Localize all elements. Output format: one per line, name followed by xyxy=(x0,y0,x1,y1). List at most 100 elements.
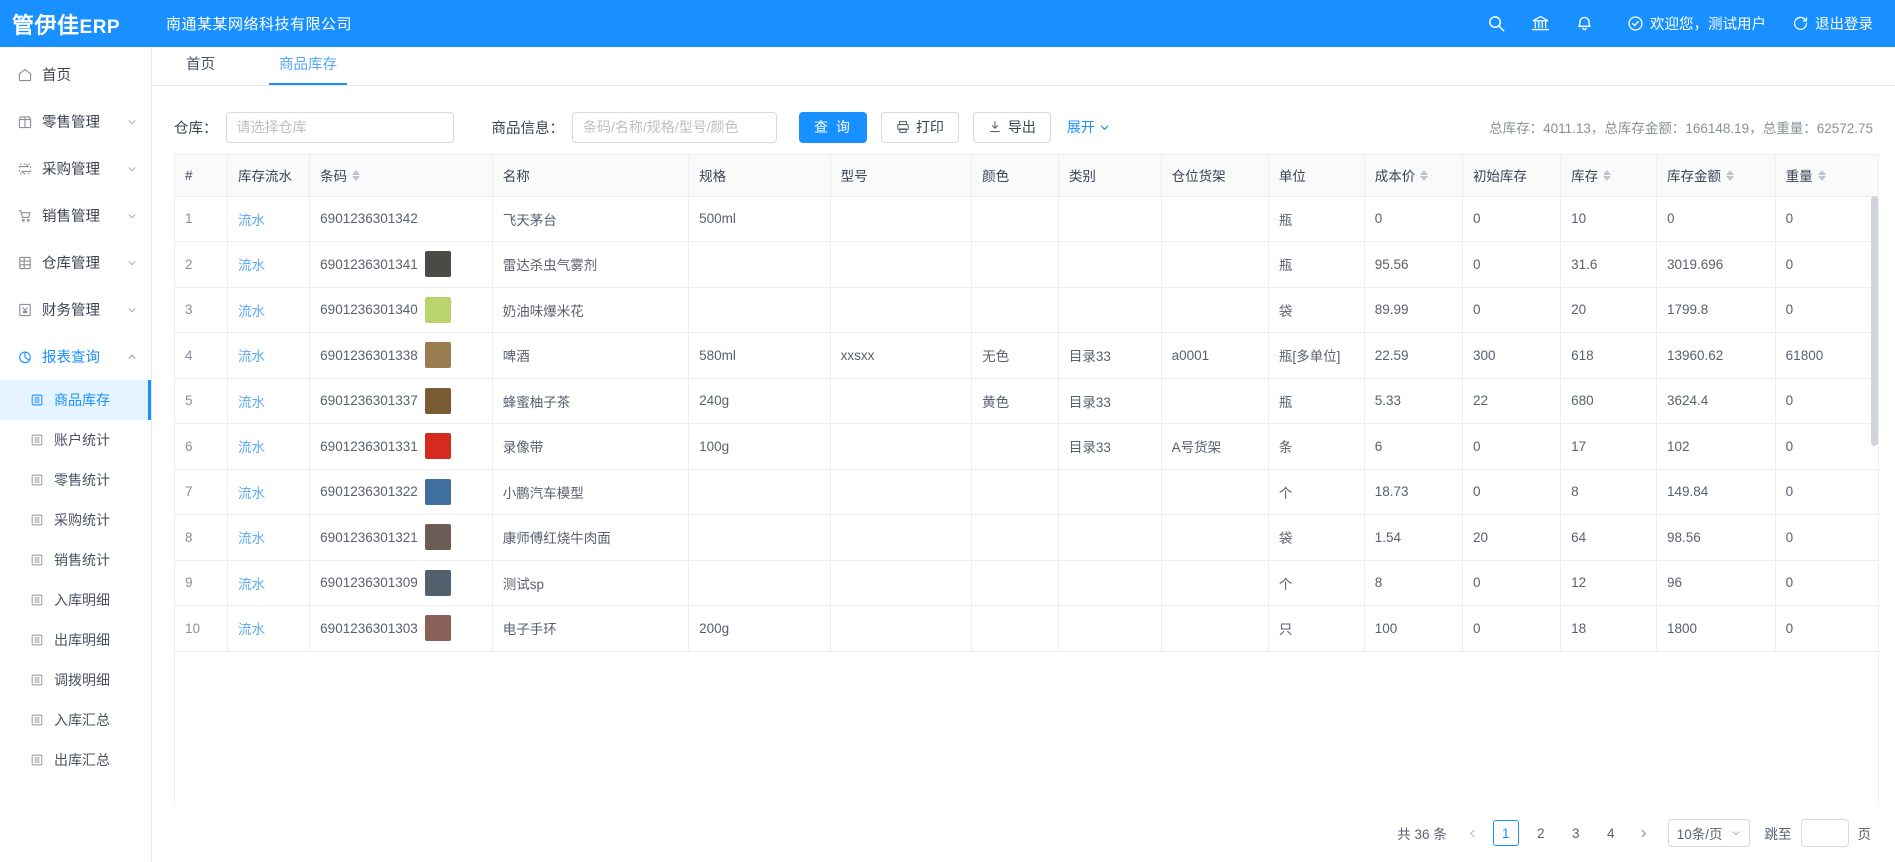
vertical-scrollbar[interactable] xyxy=(1871,196,1878,804)
goods-search-input[interactable]: 条码/名称/规格/型号/颜色 xyxy=(572,111,777,143)
sidebar-item-product-stock[interactable]: 商品库存 xyxy=(0,380,151,420)
sidebar-item-retail[interactable]: 零售管理 xyxy=(0,98,151,145)
cell-flow[interactable]: 流水 xyxy=(227,196,311,242)
page-size-select[interactable]: 10条/页 xyxy=(1667,819,1750,847)
cell-flow[interactable]: 流水 xyxy=(227,469,311,515)
table-row[interactable]: 6 流水 6901236301331 录像带 100g 目录33 A号货架条 6 0 17 102 0 xyxy=(175,423,1878,470)
product-thumbnail[interactable] xyxy=(424,296,451,323)
chevron-down-icon xyxy=(127,164,137,174)
query-button[interactable]: 查 询 xyxy=(799,111,867,143)
sidebar-item-outbound-detail[interactable]: 出库明细 xyxy=(0,620,151,660)
product-thumbnail[interactable] xyxy=(424,387,451,414)
column-header-weight[interactable]: 重量 xyxy=(1775,155,1878,197)
cell-flow[interactable]: 流水 xyxy=(227,287,311,333)
bank-icon[interactable] xyxy=(1523,7,1557,41)
stock-flow-link[interactable]: 流水 xyxy=(238,212,265,228)
cell-flow[interactable]: 流水 xyxy=(227,378,311,424)
product-thumbnail[interactable] xyxy=(424,433,451,460)
table-row[interactable]: 5 流水 6901236301337 蜂蜜柚子茶 240g 黄色 目录33 瓶 5.33 22 68… xyxy=(175,378,1878,424)
table-row[interactable]: 4 流水 6901236301338 啤酒 580ml xxsxx 无色 目录33 a0001 瓶… xyxy=(175,332,1878,379)
next-page-button[interactable] xyxy=(1633,820,1655,846)
sidebar-item-retail-stats[interactable]: 零售统计 xyxy=(0,460,151,500)
cell-flow[interactable]: 流水 xyxy=(227,241,311,288)
table-row[interactable]: 1 流水 6901236301342 飞天茅台 500ml 瓶 0 0 10 0 0 xyxy=(175,196,1878,242)
column-header-amount[interactable]: 库存金额 xyxy=(1656,155,1776,197)
tab-home[interactable]: 首页 xyxy=(186,57,215,73)
table-row[interactable]: 8 流水 6901236301321 康师傅红烧牛肉面 袋 1.54 20 64 98.56 0 xyxy=(175,514,1878,561)
sidebar-item-sales-stats[interactable]: 销售统计 xyxy=(0,540,151,580)
export-button[interactable]: 导出 xyxy=(972,111,1051,143)
table-row[interactable]: 3 流水 6901236301340 奶油味爆米花袋 89.99 0 20 1799.8 0 xyxy=(175,287,1878,333)
cell-flow[interactable]: 流水 xyxy=(227,560,311,606)
product-thumbnail[interactable] xyxy=(424,615,451,642)
sort-arrows-icon[interactable] xyxy=(352,169,361,181)
sidebar-item-purchase-stats[interactable]: 采购统计 xyxy=(0,500,151,540)
page-number-2[interactable]: 2 xyxy=(1536,825,1545,841)
column-header-label: 名称 xyxy=(502,169,530,185)
cell-amount: 0 xyxy=(1656,196,1776,242)
sidebar-item-inbound-summary[interactable]: 入库汇总 xyxy=(0,700,151,740)
page-size-label: 10条/页 xyxy=(1676,827,1723,842)
cell-flow[interactable]: 流水 xyxy=(227,423,311,470)
cell-shelf: a0001 xyxy=(1161,332,1269,379)
product-thumbnail[interactable] xyxy=(424,569,451,596)
warehouse-select[interactable]: 请选择仓库 xyxy=(225,111,454,143)
stock-flow-link[interactable]: 流水 xyxy=(238,349,265,365)
cell-idx: 3 xyxy=(175,287,228,333)
scrollbar-thumb[interactable] xyxy=(1871,196,1878,446)
page-number-3[interactable]: 3 xyxy=(1571,825,1580,841)
bell-icon[interactable] xyxy=(1567,7,1601,41)
sidebar-item-home[interactable]: 首页 xyxy=(0,51,151,98)
expand-filters-link[interactable]: 展开 xyxy=(1067,117,1110,137)
search-icon[interactable] xyxy=(1479,7,1513,41)
table-row[interactable]: 7 流水 6901236301322 小鹏汽车模型个 18.73 0 8 149.84 0 xyxy=(175,469,1878,515)
stock-flow-link[interactable]: 流水 xyxy=(238,531,265,547)
logout-button[interactable]: 退出登录 xyxy=(1792,13,1873,34)
stock-flow-link[interactable]: 流水 xyxy=(238,622,265,638)
sort-arrows-icon[interactable] xyxy=(1603,169,1612,181)
cell-flow[interactable]: 流水 xyxy=(227,514,311,561)
page-number-1[interactable]: 1 xyxy=(1492,820,1519,846)
sort-arrows-icon[interactable] xyxy=(1725,169,1734,181)
sidebar-item-finance[interactable]: 财务管理 xyxy=(0,286,151,333)
welcome-user[interactable]: 欢迎您，测试用户 xyxy=(1627,13,1766,34)
cell-init_stock: 0 xyxy=(1462,423,1562,470)
page-number-4[interactable]: 4 xyxy=(1606,825,1615,841)
tab-product-stock[interactable]: 商品库存 xyxy=(269,53,347,85)
table-row[interactable]: 10 流水 6901236301303 电子手环 200g 只 100 0 18 1800 0 xyxy=(175,605,1878,652)
sort-arrows-icon[interactable] xyxy=(1817,169,1826,181)
stock-flow-link[interactable]: 流水 xyxy=(238,440,265,456)
sidebar-item-sales[interactable]: 销售管理 xyxy=(0,192,151,239)
table-row[interactable]: 9 流水 6901236301309 测试sp 个 8 0 12 96 0 xyxy=(175,560,1878,606)
product-thumbnail[interactable] xyxy=(424,478,451,505)
stock-flow-link[interactable]: 流水 xyxy=(238,394,265,410)
column-header-barcode[interactable]: 条码 xyxy=(309,155,493,197)
cell-model xyxy=(830,560,973,606)
sort-arrows-icon[interactable] xyxy=(1420,169,1429,181)
sidebar-item-warehouse[interactable]: 仓库管理 xyxy=(0,239,151,286)
cell-stock: 12 xyxy=(1560,560,1657,606)
stock-flow-link[interactable]: 流水 xyxy=(238,576,265,592)
column-header-cost[interactable]: 成本价 xyxy=(1364,155,1463,197)
stock-flow-link[interactable]: 流水 xyxy=(238,303,265,319)
column-header-stock[interactable]: 库存 xyxy=(1560,155,1657,197)
product-thumbnail[interactable] xyxy=(424,342,451,369)
jump-to-input[interactable] xyxy=(1800,819,1849,847)
prev-page-button[interactable] xyxy=(1462,820,1484,846)
cell-flow[interactable]: 流水 xyxy=(227,605,311,652)
product-thumbnail[interactable] xyxy=(424,251,451,278)
download-icon xyxy=(988,120,1002,134)
sidebar-item-account-stats[interactable]: 账户统计 xyxy=(0,420,151,460)
sidebar-item-outbound-summary[interactable]: 出库汇总 xyxy=(0,740,151,780)
print-button[interactable]: 打印 xyxy=(880,111,959,143)
table-row[interactable]: 2 流水 6901236301341 雷达杀虫气雾剂瓶 95.56 0 31.6 3019.6… xyxy=(175,241,1878,288)
product-thumbnail[interactable] xyxy=(424,524,451,551)
sidebar-item-purchase[interactable]: 采购管理 xyxy=(0,145,151,192)
sidebar-item-reports[interactable]: 报表查询 xyxy=(0,333,151,380)
cell-flow[interactable]: 流水 xyxy=(227,332,311,379)
table-header-row: # 库存流水 条码 名称 规格 型号 颜色 类别 仓位货架 单位 成本价 初始库存 库存 库存金额 重量 xyxy=(175,155,1878,197)
stock-flow-link[interactable]: 流水 xyxy=(238,258,265,274)
sidebar-item-transfer-detail[interactable]: 调拨明细 xyxy=(0,660,151,700)
stock-flow-link[interactable]: 流水 xyxy=(238,485,265,501)
sidebar-item-inbound-detail[interactable]: 入库明细 xyxy=(0,580,151,620)
